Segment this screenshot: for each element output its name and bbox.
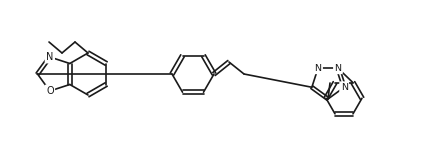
Text: N: N [46,52,53,62]
Text: N: N [341,83,348,92]
Text: N: N [314,64,322,73]
Text: N: N [335,64,341,73]
Text: O: O [46,86,53,96]
